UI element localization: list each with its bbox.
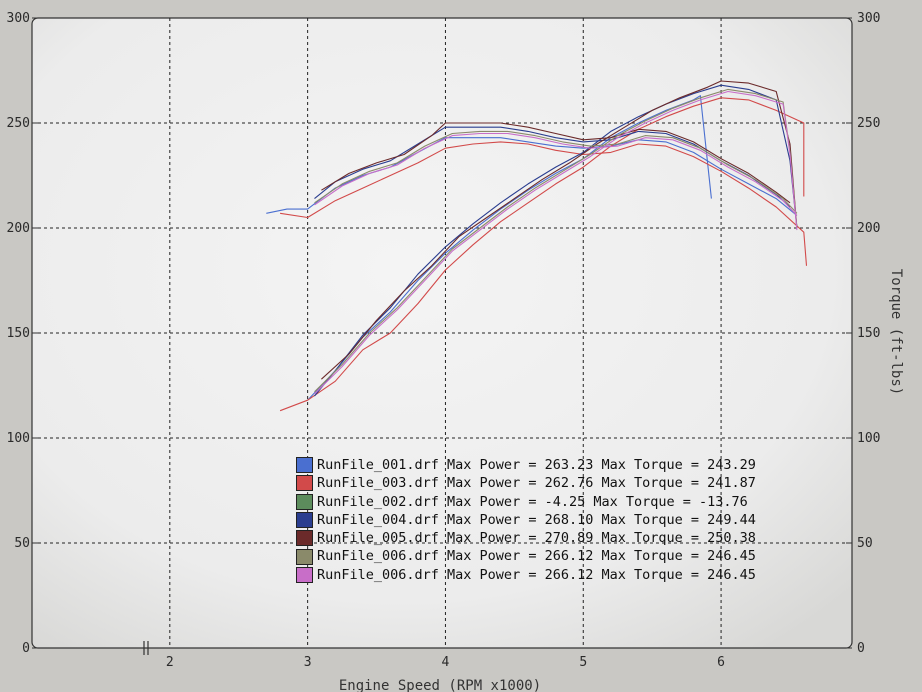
tick-labels: 0 0 50 50 100 100 150 150 200 200 250 250 300 300 2 3 4 5… <box>7 11 881 670</box>
legend-text: RunFile_004.drf Max Power = 268.10 Max T… <box>317 511 756 528</box>
legend-entry: RunFile_001.drf Max Power = 263.23 Max T… <box>296 456 756 474</box>
y-tick-label-left: 0 <box>22 641 30 656</box>
legend-text: RunFile_006.drf Max Power = 266.12 Max T… <box>317 548 756 565</box>
legend-entry: RunFile_006.drf Max Power = 266.12 Max T… <box>296 547 756 565</box>
series-line-power <box>314 84 798 397</box>
series-line-power <box>314 90 798 395</box>
legend-text: RunFile_005.drf Max Power = 270.89 Max T… <box>317 530 756 547</box>
y-tick-label-left: 100 <box>7 431 30 446</box>
y-tick-label-left: 300 <box>7 11 30 26</box>
legend-text: RunFile_003.drf Max Power = 262.76 Max T… <box>317 475 756 492</box>
legend-swatch <box>296 475 313 492</box>
legend-entry: RunFile_005.drf Max Power = 270.89 Max T… <box>296 529 756 547</box>
legend-entry: RunFile_004.drf Max Power = 268.10 Max T… <box>296 511 756 529</box>
legend-text: RunFile_001.drf Max Power = 263.23 Max T… <box>317 457 756 473</box>
x-tick-label: 5 <box>579 655 587 670</box>
x-tick-label: 3 <box>304 655 312 670</box>
legend-text: RunFile_002.drf Max Power = -4.25 Max To… <box>317 493 748 510</box>
y-tick-label-left: 150 <box>7 326 30 341</box>
series-line-torque <box>321 122 791 204</box>
y-axis-title-right: Torque (ft-lbs) <box>888 269 904 395</box>
x-tick-label: 4 <box>442 655 450 670</box>
y-tick-label-right: 50 <box>857 536 873 551</box>
legend-swatch <box>296 530 313 547</box>
series-line-torque <box>266 137 798 216</box>
series-line-torque <box>314 130 798 214</box>
legend: RunFile_001.drf Max Power = 263.23 Max T… <box>296 456 756 584</box>
legend-swatch <box>296 457 313 474</box>
y-tick-label-left: 250 <box>7 116 30 131</box>
legend-entry: RunFile_003.drf Max Power = 262.76 Max T… <box>296 474 756 492</box>
series-line-torque <box>314 132 798 216</box>
series-line-torque <box>280 141 808 266</box>
y-tick-label-right: 200 <box>857 221 880 236</box>
legend-swatch <box>296 548 313 565</box>
axis-break-icon <box>132 641 160 655</box>
x-tick-label: 2 <box>166 655 174 670</box>
y-tick-label-right: 150 <box>857 326 880 341</box>
series-line-power <box>314 88 798 393</box>
y-tick-label-left: 200 <box>7 221 30 236</box>
y-tick-label-left: 50 <box>14 536 30 551</box>
x-axis-title: Engine Speed (RPM x1000) <box>339 678 541 692</box>
legend-text: RunFile_006.drf Max Power = 266.12 Max T… <box>317 566 756 583</box>
y-tick-label-right: 300 <box>857 11 880 26</box>
series-line-power <box>321 80 798 380</box>
legend-entry: RunFile_006.drf Max Power = 266.12 Max T… <box>296 566 756 584</box>
series-line-power <box>279 97 805 412</box>
x-tick-label: 6 <box>717 655 725 670</box>
grid <box>32 17 852 649</box>
legend-entry: RunFile_002.drf Max Power = -4.25 Max To… <box>296 493 756 511</box>
legend-swatch <box>296 512 313 529</box>
y-tick-label-right: 100 <box>857 431 880 446</box>
legend-swatch <box>296 493 313 510</box>
y-tick-label-right: 0 <box>857 641 865 656</box>
series-lines <box>266 80 808 412</box>
legend-swatch <box>296 566 313 583</box>
y-tick-label-right: 250 <box>857 116 880 131</box>
